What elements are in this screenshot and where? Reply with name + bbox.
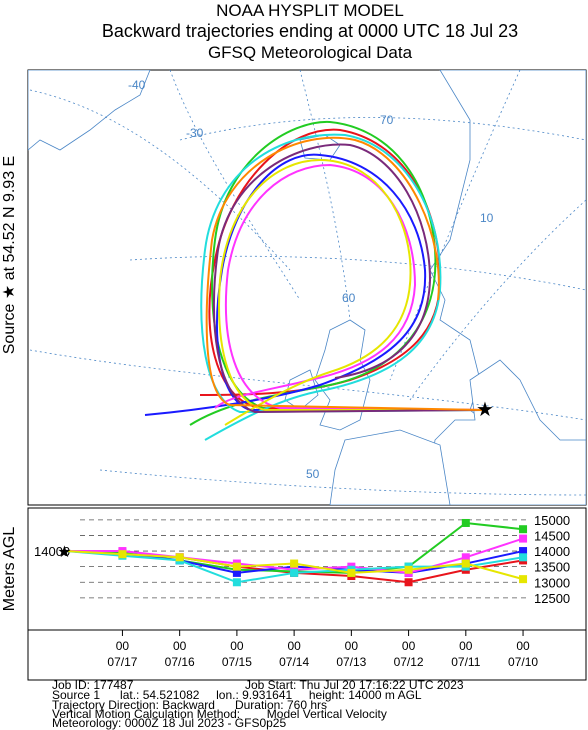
- height-marker: [461, 559, 470, 568]
- x-tick-hour: 00: [459, 639, 473, 653]
- height-marker: [347, 568, 356, 577]
- x-tick-hour: 00: [230, 639, 244, 653]
- height-marker: [232, 568, 241, 577]
- footer-source: Source 1 lat.: 54.521082 lon.: 9.931641 …: [52, 688, 422, 702]
- y-tick-label: 14000: [534, 544, 570, 559]
- height-chart: 125001300013500140001450015000140000007/…: [34, 513, 570, 669]
- height-marker: [290, 568, 299, 577]
- footer-job-id: Job ID: 177487: [52, 678, 134, 692]
- x-tick-label: 07/15: [222, 655, 252, 669]
- height-marker: [461, 553, 470, 562]
- graticule-label: -40: [128, 78, 146, 92]
- x-tick-hour: 00: [287, 639, 301, 653]
- y-axis-label: Meters AGL: [1, 527, 18, 612]
- start-star: ★: [57, 544, 71, 561]
- footer-direction: Trajectory Direction: Backward Duration:…: [52, 698, 327, 712]
- y-tick-label: 15000: [534, 513, 570, 528]
- y-tick-label: 14500: [534, 528, 570, 543]
- height-marker: [175, 553, 184, 562]
- height-marker: [519, 525, 528, 534]
- start-label: 14000: [34, 544, 70, 559]
- height-marker: [461, 518, 470, 527]
- footer-job-start: Job Start: Thu Jul 20 17:16:22 UTC 2023: [245, 678, 464, 692]
- x-tick-hour: 00: [516, 639, 530, 653]
- graticule-label: 10: [480, 211, 494, 225]
- footer-meteorology: Meteorology: 0000Z 18 Jul 2023 - GFS0p25: [52, 716, 286, 730]
- source-star: ★: [476, 399, 494, 421]
- x-tick-hour: 00: [345, 639, 359, 653]
- height-marker: [519, 553, 528, 562]
- height-marker: [290, 559, 299, 568]
- title-3: GFSQ Meteorological Data: [208, 43, 413, 62]
- x-tick-label: 07/16: [165, 655, 195, 669]
- date-axis-box: [27, 629, 587, 681]
- trajectories: [144, 120, 484, 441]
- title-1: NOAA HYSPLIT MODEL: [216, 1, 404, 20]
- height-marker: [232, 562, 241, 571]
- graticule-label: 50: [306, 467, 320, 481]
- x-tick-label: 07/11: [451, 655, 480, 669]
- y-tick-label: 13500: [534, 560, 570, 575]
- height-marker: [519, 547, 528, 556]
- x-tick-hour: 00: [402, 639, 416, 653]
- height-marker: [519, 575, 528, 584]
- height-marker: [519, 534, 528, 543]
- graticule-label: 70: [380, 113, 394, 127]
- x-tick-label: 07/12: [394, 655, 424, 669]
- x-tick-hour: 00: [116, 639, 130, 653]
- height-marker: [404, 578, 413, 587]
- source-label: Source ★ at 54.52 N 9.93 E: [1, 156, 18, 354]
- x-tick-label: 07/17: [107, 655, 137, 669]
- height-marker: [118, 550, 127, 559]
- x-tick-label: 07/13: [336, 655, 366, 669]
- x-tick-label: 07/14: [279, 655, 309, 669]
- map: ★ -40 -30 70 10 60 50: [27, 69, 587, 506]
- footer-vertical: Vertical Motion Calculation Method: Mode…: [52, 707, 387, 721]
- height-marker: [232, 578, 241, 587]
- height-marker: [404, 565, 413, 574]
- graticule-label: 60: [342, 291, 356, 305]
- y-tick-label: 12500: [534, 591, 570, 606]
- x-tick-label: 07/10: [508, 655, 538, 669]
- title-2: Backward trajectories ending at 0000 UTC…: [102, 21, 518, 41]
- graticule-label: -30: [186, 126, 204, 140]
- y-tick-label: 13000: [534, 575, 570, 590]
- x-tick-hour: 00: [173, 639, 187, 653]
